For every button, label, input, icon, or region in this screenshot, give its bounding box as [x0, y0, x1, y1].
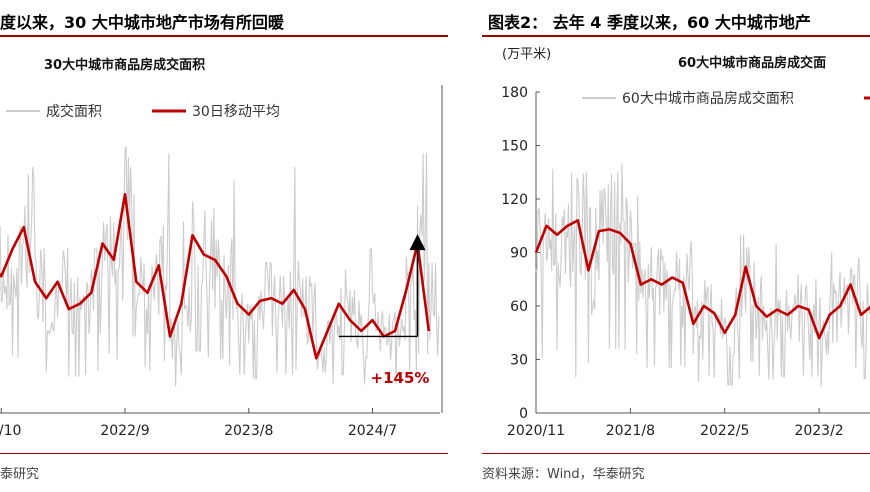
- x-tick-label: 2022/5: [700, 423, 749, 439]
- left-figure: 度以来，30 大中城市地产市场有所回暖 30大中城市商品房成交面积 21/102…: [0, 13, 448, 482]
- legend-label-0: 60大中城市商品房成交面积: [622, 90, 794, 107]
- annotation-label: +145%: [371, 369, 430, 387]
- x-tick-label: 2022/9: [100, 423, 149, 439]
- left-chart-title: 30大中城市商品房成交面积: [44, 58, 206, 73]
- y-tick-label: 0: [519, 406, 528, 422]
- left-source: 泰研究: [0, 467, 40, 482]
- y-tick-label: 120: [501, 192, 528, 208]
- raw-series-line: [535, 163, 870, 387]
- y-tick-label: 60: [510, 299, 528, 315]
- right-bottom-rule: [482, 453, 870, 454]
- annotation-arrow-head: [409, 234, 426, 251]
- x-tick-label: 2021/8: [606, 423, 655, 439]
- right-chart: 0 30 60 90 120 150 180 2020/11 2021/8 2022/5 2023/…: [501, 85, 870, 439]
- x-tick-label: 2023/8: [224, 423, 273, 439]
- right-unit-label: (万平米): [502, 47, 552, 62]
- right-title-rule: [482, 35, 870, 37]
- left-title-rule: [0, 35, 448, 37]
- x-tick-label: 2024/7: [348, 423, 397, 439]
- legend-label-1: 30日移动平均: [192, 104, 280, 120]
- ma-series-line: [534, 219, 870, 340]
- y-tick-label: 30: [510, 353, 528, 369]
- right-figure: 图表2： 去年 4 季度以来，60 大中城市地产 (万平米) 60大中城市商品房…: [482, 0, 870, 492]
- y-tick-label: 90: [510, 246, 528, 262]
- right-source: 资料来源：Wind，华泰研究: [482, 467, 645, 482]
- ma-series-line: [0, 193, 431, 360]
- y-tick-label: 180: [501, 85, 528, 101]
- x-tick-label: 2020/11: [507, 423, 565, 439]
- legend-label-0: 成交面积: [46, 103, 102, 120]
- left-bottom-rule: [0, 453, 448, 454]
- right-figure-title: 图表2： 去年 4 季度以来，60 大中城市地产: [488, 13, 811, 32]
- x-tick-label: 21/10: [0, 423, 21, 439]
- left-figure-title: 度以来，30 大中城市地产市场有所回暖: [0, 13, 284, 32]
- y-tick-label: 150: [501, 139, 528, 155]
- x-tick-label: 2023/2: [794, 423, 843, 439]
- right-chart-title: 60大中城市商品房成交面: [678, 56, 827, 71]
- left-chart: 21/10 2022/9 2023/8 2024/7 成交面积 30日移动平均 +145%: [0, 85, 443, 439]
